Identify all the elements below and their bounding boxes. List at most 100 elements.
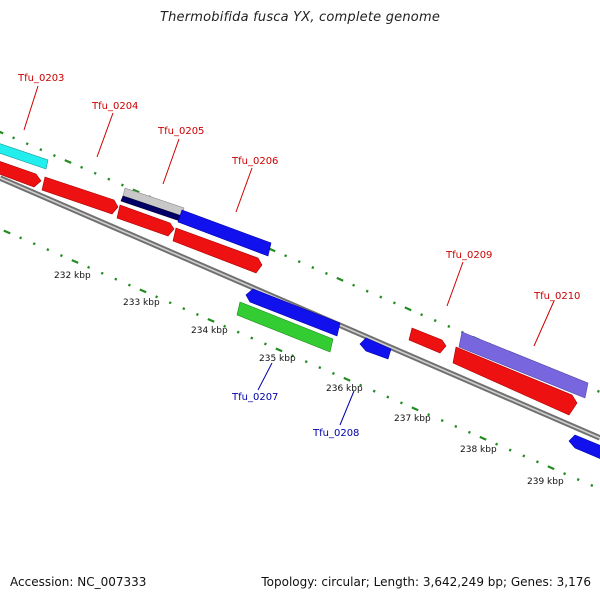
upper-minor-tick: [379, 295, 383, 299]
gene-tfu-0206[interactable]: [177, 209, 272, 257]
gene-tfu-0211[interactable]: [568, 434, 600, 459]
kbp-label-237: 237 kbp: [394, 414, 431, 424]
upper-major-tick: [336, 276, 344, 282]
kbp-labels: 232 kbp 233 kbp 234 kbp 235 kbp 236 kbp …: [54, 271, 564, 487]
label-tfu-0204[interactable]: Tfu_0204: [91, 101, 138, 112]
upper-minor-tick: [365, 289, 369, 293]
upper-minor-tick: [297, 260, 301, 264]
pointer-tfu-0208: [339, 390, 355, 426]
gene-tfu-0207[interactable]: [236, 301, 334, 353]
gene-tfu-0203[interactable]: [0, 143, 49, 170]
label-tfu-0208[interactable]: Tfu_0208: [312, 428, 359, 439]
upper-minor-tick: [392, 301, 396, 305]
kbp-label-239: 239 kbp: [527, 477, 564, 487]
label-tfu-0210[interactable]: Tfu_0210: [533, 291, 580, 302]
lower-minor-tick: [386, 395, 390, 399]
lower-minor-tick: [195, 312, 199, 317]
accession-text: Accession: NC_007333: [10, 575, 147, 589]
lower-major-tick: [139, 288, 147, 294]
gene-tfu-0208[interactable]: [359, 337, 392, 360]
pointer-tfu-0210: [533, 300, 555, 347]
lower-minor-tick: [372, 389, 376, 393]
upper-minor-tick: [352, 283, 356, 287]
kbp-label-234: 234 kbp: [191, 326, 228, 336]
upper-major-tick: [132, 188, 140, 194]
lower-minor-tick: [359, 383, 363, 387]
label-tfu-0203[interactable]: Tfu_0203: [17, 73, 64, 84]
gene-tfu-0204[interactable]: [41, 176, 119, 215]
upper-major-tick: [404, 306, 412, 312]
gene-tfu-0206-red[interactable]: [172, 227, 263, 274]
lower-minor-tick: [100, 271, 104, 275]
lower-minor-tick: [250, 336, 254, 340]
pointer-tfu-0206: [235, 167, 253, 213]
kbp-label-235: 235 kbp: [259, 354, 296, 364]
gene-tfu-0210-red[interactable]: [452, 346, 578, 416]
upper-minor-tick: [80, 165, 84, 169]
gene-labels: Tfu_0203 Tfu_0204 Tfu_0205 Tfu_0206 Tfu_…: [17, 73, 580, 439]
pointer-tfu-0205: [162, 138, 180, 185]
lower-minor-tick: [454, 424, 458, 428]
lower-minor-tick: [522, 454, 526, 458]
lower-minor-tick: [535, 460, 539, 464]
upper-minor-tick: [324, 271, 328, 275]
lower-minor-tick: [590, 483, 594, 487]
gene-tfu-0205[interactable]: [116, 204, 175, 237]
lower-minor-tick: [236, 330, 240, 334]
upper-minor-tick: [311, 266, 315, 270]
tick-row-lower: [3, 229, 594, 487]
lower-major-tick: [479, 435, 487, 441]
label-tfu-0209[interactable]: Tfu_0209: [445, 250, 492, 261]
upper-minor-tick: [596, 389, 600, 393]
lower-major-tick: [207, 317, 215, 323]
pointer-tfu-0203: [23, 85, 39, 131]
lower-major-tick: [3, 229, 11, 235]
upper-minor-tick: [120, 183, 124, 187]
label-tfu-0206[interactable]: Tfu_0206: [231, 156, 278, 167]
upper-minor-tick: [39, 148, 43, 152]
lower-minor-tick: [467, 430, 471, 434]
lower-minor-tick: [399, 401, 403, 405]
lower-minor-tick: [331, 371, 335, 375]
lower-major-tick: [547, 465, 555, 471]
kbp-label-232: 232 kbp: [54, 271, 91, 281]
lower-major-tick: [343, 376, 351, 382]
upper-minor-tick: [420, 313, 424, 317]
lower-minor-tick: [563, 472, 567, 476]
lower-minor-tick: [427, 413, 431, 417]
kbp-label-236: 236 kbp: [326, 384, 363, 394]
upper-minor-tick: [52, 154, 56, 158]
pointer-tfu-0209: [446, 261, 464, 307]
lower-minor-tick: [223, 324, 227, 328]
pointer-tfu-0204: [96, 112, 114, 158]
lower-minor-tick: [32, 242, 36, 246]
gene-tfu-0210[interactable]: [458, 331, 589, 399]
lower-minor-tick: [19, 236, 23, 240]
lower-minor-tick: [168, 301, 172, 305]
gene-features: [0, 143, 600, 459]
label-pointers: [23, 85, 555, 426]
label-tfu-0207[interactable]: Tfu_0207: [231, 392, 278, 403]
upper-minor-tick: [107, 177, 111, 181]
map-title: Thermobifida fusca YX, complete genome: [159, 10, 441, 25]
lower-minor-tick: [87, 265, 91, 269]
upper-minor-tick: [447, 324, 451, 328]
gene-tfu-0207-blue[interactable]: [245, 288, 341, 337]
kbp-label-233: 233 kbp: [123, 298, 160, 308]
upper-major-tick: [0, 130, 4, 135]
genome-summary-text: Topology: circular; Length: 3,642,249 bp…: [261, 575, 591, 589]
lower-minor-tick: [508, 448, 512, 452]
pointer-tfu-0207: [257, 362, 273, 391]
lower-minor-tick: [155, 295, 159, 299]
lower-minor-tick: [46, 248, 50, 252]
upper-major-tick: [64, 159, 72, 164]
upper-minor-tick: [12, 136, 16, 140]
lower-minor-tick: [127, 283, 131, 287]
lower-major-tick: [275, 347, 283, 353]
lower-minor-tick: [440, 419, 444, 423]
gene-tfu-0209[interactable]: [408, 327, 447, 354]
label-tfu-0205[interactable]: Tfu_0205: [157, 126, 204, 137]
gene-tfu-0203-red[interactable]: [0, 160, 42, 188]
lower-minor-tick: [59, 254, 63, 258]
